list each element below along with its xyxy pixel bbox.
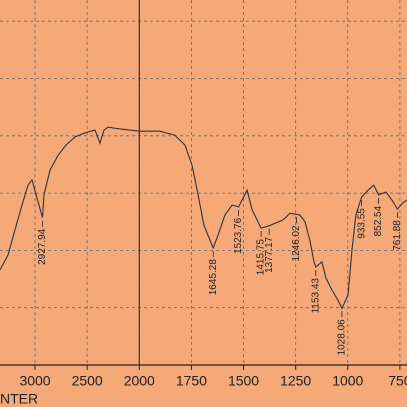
peak-label: 933.55 (356, 208, 367, 239)
peak-label: 1377.17 (264, 236, 275, 273)
x-tick-label: 1500 (228, 373, 259, 389)
peak-label: 1415.75 (256, 239, 267, 276)
peak-label: 1028.06 (337, 319, 348, 356)
spectrum-line (0, 126, 407, 310)
peak-label: 1153.43 (310, 278, 321, 314)
peak-label: 761.88 (392, 220, 403, 251)
peak-label: 1246.02 (291, 225, 302, 262)
peak-label: 852.54 (373, 205, 384, 236)
x-tick-label: 2500 (72, 373, 103, 389)
x-tick-label: 2000 (124, 373, 155, 389)
peak-label: 2927.94 (37, 228, 48, 265)
x-tick-label: 3000 (19, 373, 50, 389)
peak-label: 1523.76 (233, 217, 244, 254)
x-tick-label: 1250 (280, 373, 311, 389)
x-axis-label: NTER (0, 391, 38, 407)
x-tick-label: 750 (388, 373, 407, 389)
peak-label: 1645.28 (208, 259, 219, 296)
x-tick-label: 1750 (176, 373, 207, 389)
x-tick-label: 1000 (332, 373, 363, 389)
